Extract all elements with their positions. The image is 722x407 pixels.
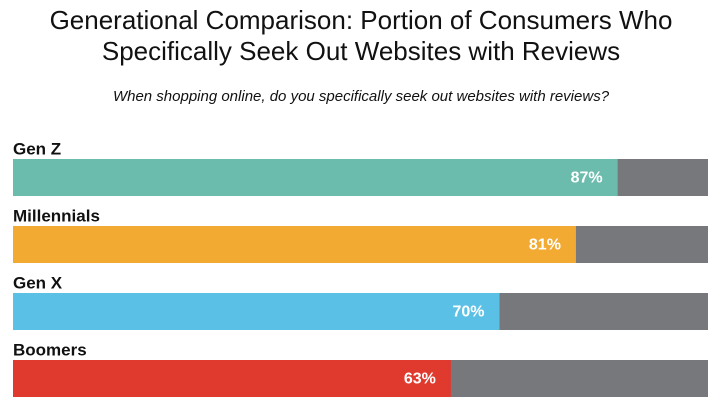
chart-subtitle: When shopping online, do you specificall… — [112, 88, 610, 105]
category-label: Boomers — [13, 340, 87, 359]
category-label: Gen Z — [13, 139, 61, 158]
bar — [13, 226, 576, 263]
category-label: Millennials — [13, 206, 100, 225]
value-label: 87% — [571, 170, 603, 187]
bar — [13, 360, 451, 397]
bar — [13, 159, 618, 196]
chart-title: Generational Comparison: Portion of Cons… — [49, 5, 673, 66]
bar — [13, 293, 500, 330]
value-label: 81% — [529, 237, 561, 254]
value-label: 63% — [404, 371, 436, 388]
category-label: Gen X — [13, 273, 63, 292]
value-label: 70% — [452, 304, 484, 321]
